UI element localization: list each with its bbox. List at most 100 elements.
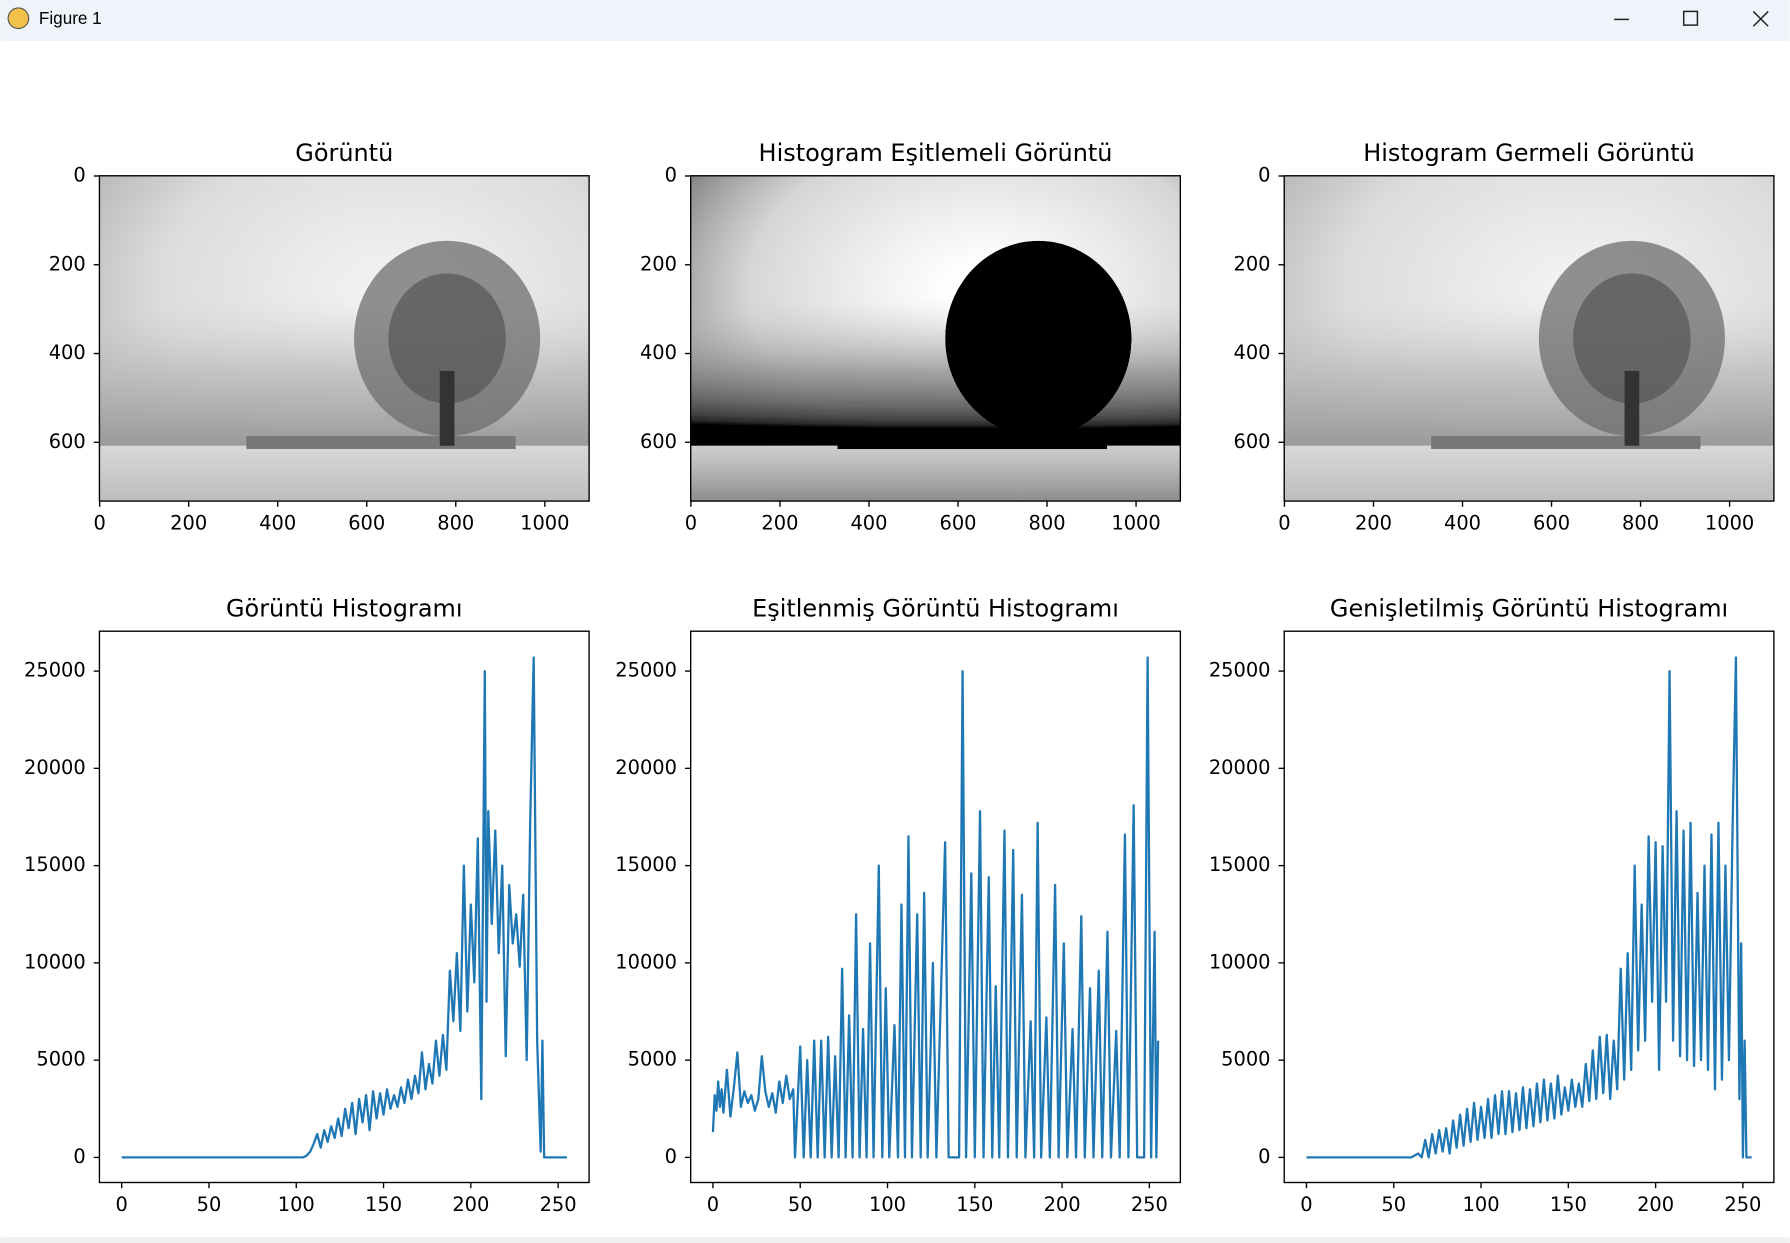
y-tick-label: 10000 [615,950,677,973]
y-tick-label: 15000 [1209,853,1271,876]
y-tick-label: 600 [640,430,677,453]
maximize-button[interactable] [1682,10,1699,26]
y-tick-label: 200 [1234,252,1271,275]
y-tick-label: 600 [49,430,86,453]
y-tick-label: 600 [1234,430,1271,453]
y-tick-label: 5000 [36,1048,85,1071]
x-tick-label: 50 [788,1193,813,1216]
x-tick-label: 400 [259,511,296,534]
y-tick-label: 0 [73,1145,85,1168]
x-tick-label: 0 [685,511,697,534]
x-tick-label: 600 [939,511,976,534]
tree-crown-core [979,273,1098,404]
axes-frame [98,630,590,1184]
y-tick-label: 0 [1258,1145,1270,1168]
y-tick-label: 0 [665,1145,677,1168]
tree-trunk [1624,370,1640,446]
image-treeline [1431,436,1701,450]
y-tick-label: 25000 [24,659,86,682]
x-tick-label: 1000 [1705,511,1754,534]
x-tick-label: 150 [1550,1193,1587,1216]
x-tick-label: 0 [1278,511,1290,534]
y-tick-label: 20000 [24,756,86,779]
x-tick-label: 150 [956,1193,993,1216]
axes-frame [1283,175,1775,502]
x-tick-label: 200 [1044,1193,1081,1216]
image-ground [1284,445,1774,502]
y-tick-label: 200 [49,252,86,275]
image-treeline [246,436,516,450]
x-tick-label: 250 [1724,1193,1761,1216]
axes-title: Histogram Eşitlemeli Görüntü [759,139,1113,167]
axes-frame [1283,630,1775,1184]
y-tick-label: 20000 [1209,756,1271,779]
image-ground [99,445,590,502]
x-tick-label: 100 [1463,1193,1500,1216]
image-ground [690,445,1181,502]
x-tick-label: 250 [540,1193,577,1216]
axes-title: Görüntü [295,139,393,167]
y-tick-label: 400 [49,341,86,364]
window-title: Figure 1 [39,9,102,28]
x-tick-label: 1000 [1111,511,1160,534]
image [690,175,1181,502]
y-tick-label: 200 [640,252,677,275]
x-tick-label: 100 [278,1193,315,1216]
axes-title: Genişletilmiş Görüntü Histogramı [1330,595,1728,623]
y-tick-label: 400 [640,341,677,364]
image-treeline [837,436,1107,450]
histogram-line [1306,656,1752,1159]
image [99,175,590,502]
title-bar [0,0,1790,42]
axes-frame [98,175,590,502]
x-tick-label: 200 [761,511,798,534]
tree-crown-core [388,273,506,404]
y-tick-label: 5000 [628,1048,677,1071]
axes-title: Eşitlenmiş Görüntü Histogramı [752,595,1119,623]
x-tick-label: 800 [1622,511,1659,534]
image [1284,175,1774,502]
x-tick-label: 0 [707,1193,719,1216]
y-tick-label: 15000 [615,853,677,876]
y-tick-label: 5000 [1221,1048,1270,1071]
histogram-line [711,656,1160,1159]
y-tick-label: 400 [1234,341,1271,364]
x-tick-label: 800 [1029,511,1066,534]
x-tick-label: 400 [850,511,887,534]
y-tick-label: 15000 [24,853,86,876]
y-tick-label: 25000 [1209,659,1271,682]
axes-frame [690,175,1182,502]
x-tick-label: 200 [1355,511,1392,534]
y-tick-label: 10000 [24,950,86,973]
x-tick-label: 0 [93,511,105,534]
histogram-line [121,656,567,1159]
x-tick-label: 200 [1637,1193,1674,1216]
x-tick-label: 150 [365,1193,402,1216]
axes-frame [690,630,1182,1184]
x-tick-label: 1000 [520,511,569,534]
x-tick-label: 250 [1131,1193,1168,1216]
x-tick-label: 600 [1533,511,1570,534]
tree-crown-core [1573,273,1691,404]
y-tick-label: 0 [73,163,85,186]
y-tick-label: 10000 [1209,950,1271,973]
x-tick-label: 200 [170,511,207,534]
app-icon [7,7,30,30]
axes-title: Görüntü Histogramı [226,595,463,623]
y-tick-label: 25000 [615,659,677,682]
close-button[interactable] [1752,10,1769,27]
x-tick-label: 600 [348,511,385,534]
x-tick-label: 400 [1444,511,1481,534]
tree-trunk [1031,370,1046,446]
x-tick-label: 0 [1300,1193,1312,1216]
y-tick-label: 0 [665,163,677,186]
x-tick-label: 800 [437,511,474,534]
x-tick-label: 0 [116,1193,128,1216]
axes-title: Histogram Germeli Görüntü [1363,139,1695,167]
x-tick-label: 50 [197,1193,222,1216]
y-tick-label: 0 [1258,163,1270,186]
x-tick-label: 100 [869,1193,906,1216]
status-bar [0,1237,1790,1243]
